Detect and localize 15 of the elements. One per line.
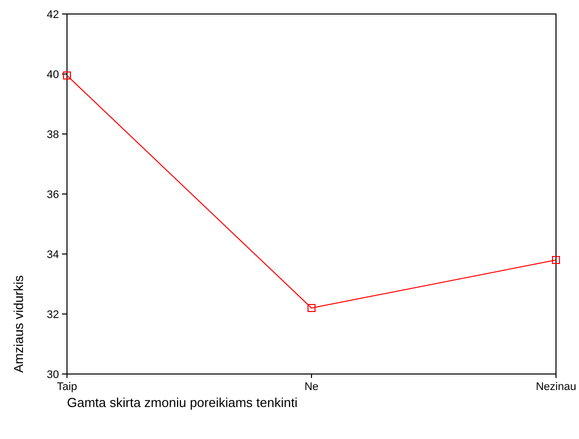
x-tick-label: Nezinau — [536, 381, 576, 393]
point — [308, 304, 316, 312]
y-tick-label: 38 — [46, 128, 59, 141]
y-axis-title: Amziaus vidurkis — [11, 274, 26, 373]
y-tick-label: 42 — [46, 8, 59, 21]
x-tick-label: Taip — [56, 381, 78, 393]
y-tick-label: 34 — [46, 248, 59, 261]
y-tick-label: 36 — [46, 188, 59, 201]
x-tick-label: Ne — [304, 381, 319, 393]
y-tick-label: 40 — [46, 68, 59, 81]
point — [552, 256, 560, 264]
y-tick-label: 32 — [46, 308, 59, 321]
y-tick-label: 30 — [46, 368, 59, 381]
point — [63, 72, 71, 80]
x-axis-title: Gamta skirta zmoniu poreikiams tenkinti — [67, 395, 298, 410]
